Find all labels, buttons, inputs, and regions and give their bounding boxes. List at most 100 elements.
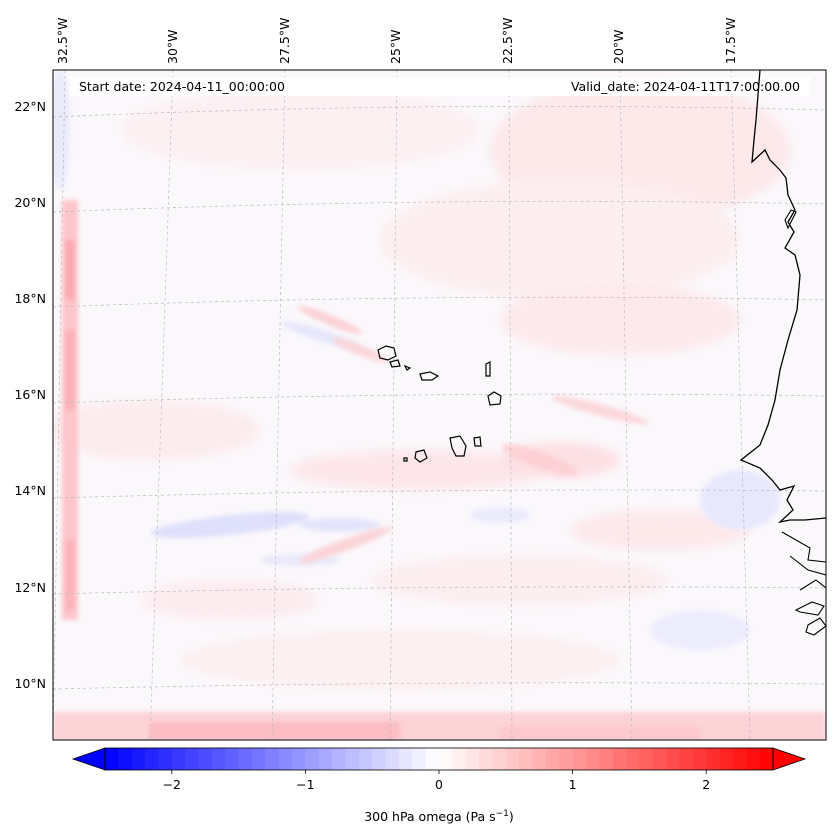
guinea-bissau-coast [781,531,826,636]
colorbar-step [198,748,213,770]
lon-label-30w: 30°W [165,29,180,64]
colorbar-tick-label: 0 [435,777,443,792]
colorbar-step [572,748,587,770]
latitude-labels: 22°N 20°N 18°N 16°N 14°N 12°N 10°N [14,99,46,691]
island-brava [403,457,408,462]
start-date-label: Start date: 2024-04-11_00:00:00 [79,79,285,94]
colorbar-label: 300 hPa omega (Pa s−1) [364,809,514,824]
colorbar-step [545,748,560,770]
header-background [70,77,810,96]
negative-omega-regions [53,70,780,650]
lat-label-20n: 20°N [14,195,46,210]
cape-verde-islands [377,345,502,463]
colorbar-step [479,748,493,770]
colorbar-step [626,748,640,770]
colorbar-tick-label: −1 [296,777,314,792]
colorbar-tick-label: 1 [569,777,577,792]
colorbar-step [412,748,427,770]
colorbar-step [719,748,734,770]
colorbar-step [746,748,761,770]
colorbar-step [759,748,774,770]
lon-label-17-5w: 17.5°W [723,18,738,64]
island-sal [485,361,491,377]
colorbar-tick-label: −2 [163,777,181,792]
colorbar-step [158,748,173,770]
valid-date-label: Valid_date: 2024-04-11T17:00:00.00 [571,79,800,94]
lat-label-14n: 14°N [14,483,46,498]
colorbar-step [185,748,200,770]
lon-label-22-5w: 22.5°W [500,18,515,64]
colorbar-step [692,748,707,770]
lon-label-20w: 20°W [611,29,626,64]
lon-label-25w: 25°W [388,29,403,64]
colorbar-step [131,748,146,770]
colorbar-min-extend [71,747,106,771]
left-edge-band [62,200,78,620]
colorbar-step [292,748,306,770]
island-santo-antao [377,345,397,361]
omega-field [53,70,826,740]
colorbar-step [372,748,387,770]
colorbar-step [599,748,614,770]
colorbar-step [492,748,507,770]
colorbar-step [652,748,667,770]
island-fogo [414,449,428,463]
colorbar-step [358,748,373,770]
map-frame [52,69,827,741]
colorbar-step [332,748,346,770]
island-boa-vista [487,391,502,406]
colorbar-step [532,748,547,770]
island-sao-vicente [389,359,401,368]
colorbar-steps [105,748,774,770]
colorbar-step [305,748,320,770]
colorbar-step [318,748,333,770]
colorbar-step [559,748,574,770]
lat-label-18n: 18°N [14,291,46,306]
colorbar-step [251,748,266,770]
colorbar-step [639,748,654,770]
island-sao-nicolau [419,371,440,381]
colorbar-step [465,748,480,770]
island-maio [473,436,482,447]
colorbar-step [425,748,440,770]
colorbar-step [238,748,253,770]
colorbar-step [612,748,627,770]
colorbar-step [265,748,280,770]
colorbar-max-extend [772,747,807,771]
coast-inlet [784,209,797,230]
colorbar-step [519,748,534,770]
graticule [53,70,826,740]
colorbar-step [385,748,400,770]
africa-coastline [739,70,826,524]
colorbar-step [105,748,119,770]
colorbar-step [345,748,360,770]
colorbar-step [225,748,240,770]
lat-label-16n: 16°N [14,387,46,402]
positive-omega-regions [53,80,790,690]
colorbar-step [278,748,293,770]
colorbar: −2 −1 0 1 2 300 hPa omega (Pa s−1) [71,747,807,824]
island-santa-luzia [403,364,412,371]
colorbar-step [505,748,520,770]
island-santiago [449,435,467,457]
colorbar-step [666,748,680,770]
colorbar-step [145,748,159,770]
colorbar-step [118,748,133,770]
colorbar-step [211,748,226,770]
lat-label-12n: 12°N [14,580,46,595]
bottom-edge-band [53,712,826,740]
colorbar-step [398,748,413,770]
colorbar-step [585,748,600,770]
colorbar-step [706,748,721,770]
colorbar-step [171,748,186,770]
colorbar-step [439,748,453,770]
colorbar-step [732,748,747,770]
lon-label-27-5w: 27.5°W [277,18,292,64]
colorbar-ticks: −2 −1 0 1 2 [163,770,710,792]
colorbar-tick-label: 2 [702,777,710,792]
longitude-labels: 32.5°W 30°W 27.5°W 25°W 22.5°W 20°W 17.5… [55,18,738,64]
colorbar-step [452,748,467,770]
lon-label-32-5w: 32.5°W [55,18,70,64]
colorbar-step [679,748,694,770]
